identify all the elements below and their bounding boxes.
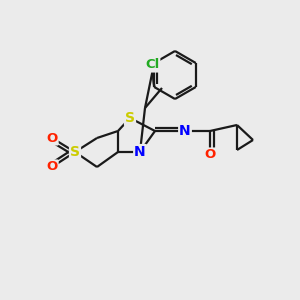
Text: O: O [46,160,58,173]
Text: S: S [70,145,80,159]
Text: O: O [204,148,216,161]
Text: N: N [179,124,191,138]
Text: Cl: Cl [145,58,159,71]
Text: S: S [125,111,135,125]
Text: O: O [46,131,58,145]
Text: N: N [134,145,146,159]
